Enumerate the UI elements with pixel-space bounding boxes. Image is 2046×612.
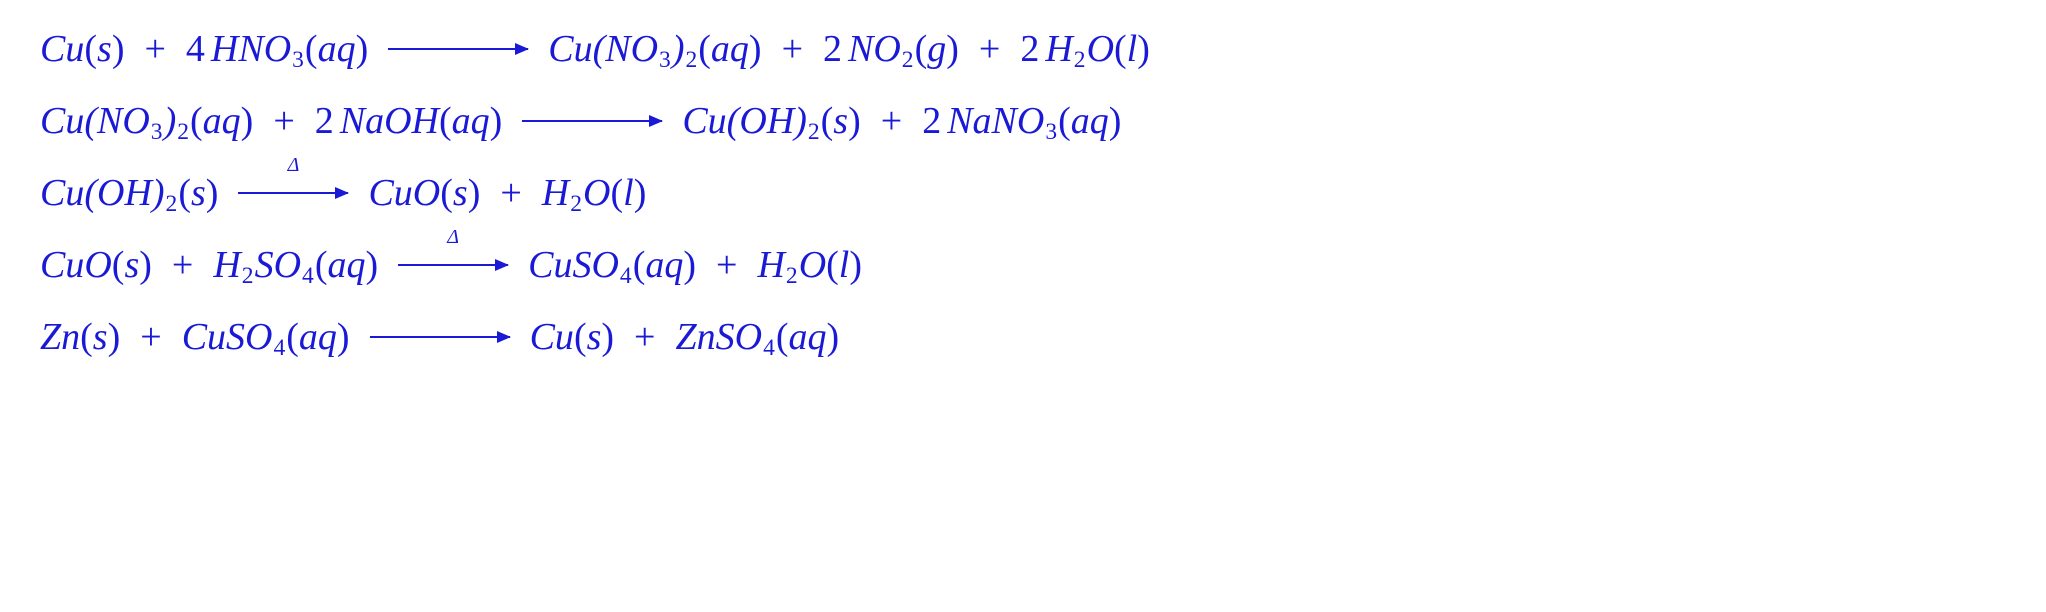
arrow-label: Δ <box>288 155 300 175</box>
species: CuSO4(aq) <box>528 246 696 284</box>
species: 2NaNO3(aq) <box>922 102 1121 140</box>
plus-sign: + <box>881 102 902 140</box>
species: ZnSO4(aq) <box>675 318 839 356</box>
arrow-label: Δ <box>447 227 459 247</box>
species: Zn(s) <box>40 318 120 356</box>
equation-row: Cu(OH)2(s) Δ CuO(s) + H2O(l) <box>40 174 2006 212</box>
species: Cu(s) <box>40 30 124 68</box>
plus-sign: + <box>500 174 521 212</box>
species: Cu(s) <box>530 318 614 356</box>
equation-row: CuO(s) + H2SO4(aq) Δ CuSO4(aq) + H2O(l) <box>40 246 2006 284</box>
species: CuSO4(aq) <box>182 318 350 356</box>
species: 2H2O(l) <box>1020 30 1150 68</box>
species: 2NO2(g) <box>823 30 959 68</box>
plus-sign: + <box>979 30 1000 68</box>
species: Cu(OH)2(s) <box>682 102 860 140</box>
plus-sign: + <box>140 318 161 356</box>
equation-row: Cu(NO3)2(aq) +2NaOH(aq) Cu(OH)2(s) +2NaNO3(… <box>40 102 2006 140</box>
plus-sign: + <box>716 246 737 284</box>
plus-sign: + <box>782 30 803 68</box>
reaction-arrow <box>522 103 662 139</box>
equations-list: Cu(s) +4HNO3(aq) Cu(NO3)2(aq) +2NO2(g) +2H2O… <box>40 30 2006 356</box>
plus-sign: + <box>634 318 655 356</box>
equation-row: Zn(s) + CuSO4(aq) Cu(s) + ZnSO4(aq) <box>40 318 2006 356</box>
species: CuO(s) <box>368 174 480 212</box>
species: CuO(s) <box>40 246 152 284</box>
reaction-arrow: Δ <box>398 247 508 283</box>
species: Cu(NO3)2(aq) <box>548 30 761 68</box>
species: H2O(l) <box>757 246 862 284</box>
species: H2SO4(aq) <box>213 246 378 284</box>
species: Cu(NO3)2(aq) <box>40 102 253 140</box>
species: Cu(OH)2(s) <box>40 174 218 212</box>
reaction-arrow <box>388 31 528 67</box>
equation-row: Cu(s) +4HNO3(aq) Cu(NO3)2(aq) +2NO2(g) +2H2O… <box>40 30 2006 68</box>
reaction-arrow: Δ <box>238 175 348 211</box>
species: H2O(l) <box>542 174 647 212</box>
plus-sign: + <box>273 102 294 140</box>
species: 4HNO3(aq) <box>186 30 368 68</box>
plus-sign: + <box>144 30 165 68</box>
plus-sign: + <box>172 246 193 284</box>
reaction-arrow <box>370 319 510 355</box>
species: 2NaOH(aq) <box>315 102 503 140</box>
